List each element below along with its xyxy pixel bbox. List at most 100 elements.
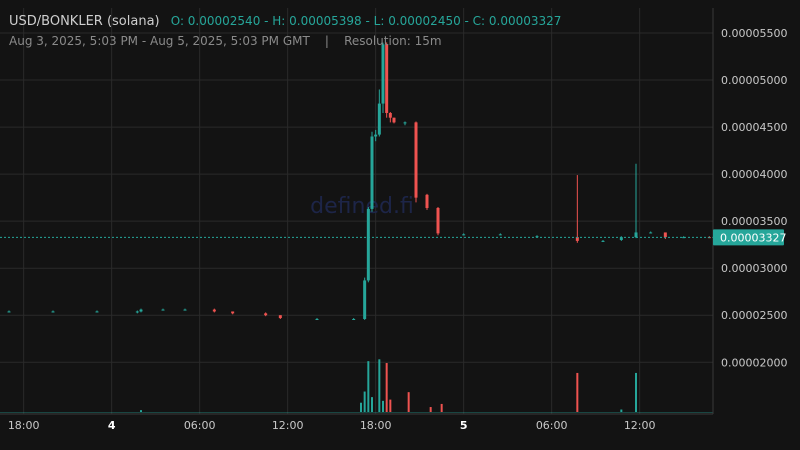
candle-body [436, 207, 440, 234]
candle [95, 310, 99, 313]
candle [535, 235, 539, 238]
candle-body [385, 44, 389, 113]
x-tick-label: 12:00 [624, 419, 656, 432]
candle [352, 318, 356, 320]
candle [462, 233, 466, 236]
candle-body [374, 134, 378, 137]
x-tick-label: 18:00 [8, 419, 40, 432]
volume-bar [389, 399, 392, 412]
date-range: Aug 3, 2025, 5:03 PM - Aug 5, 2025, 5:03… [9, 34, 310, 48]
y-tick-label: 0.00003000 [721, 262, 787, 275]
last-price-badge: 0.00003327 [713, 229, 786, 246]
candle-body [414, 122, 418, 198]
candle [7, 310, 11, 313]
candle [264, 312, 268, 317]
volume-bar [367, 361, 370, 412]
volume-bar [378, 359, 381, 412]
volume-bar [363, 391, 366, 412]
volume-bar [440, 403, 443, 412]
candle [663, 232, 667, 240]
candle-body [7, 311, 11, 313]
candle [403, 121, 407, 126]
candle [436, 207, 440, 236]
candle-body [392, 117, 396, 123]
candle [425, 193, 429, 210]
chart-header: USD/BONKLER (solana) O: 0.00002540 - H: … [9, 10, 561, 49]
candle-body [381, 44, 385, 104]
ohlc-values: O: 0.00002540 - H: 0.00005398 - L: 0.000… [171, 14, 562, 28]
candle [414, 121, 418, 203]
candle [231, 311, 235, 315]
volume-bar [429, 407, 432, 412]
candle-body [212, 309, 216, 312]
volume-bar [620, 409, 623, 412]
y-tick-label: 0.00002500 [721, 309, 787, 322]
candle-body [462, 234, 466, 236]
candle-body [498, 234, 502, 236]
candle [363, 277, 367, 320]
volume-bar [140, 410, 142, 412]
y-tick-label: 0.00002000 [721, 356, 787, 369]
header-line-2: Aug 3, 2025, 5:03 PM - Aug 5, 2025, 5:03… [9, 30, 442, 49]
candle-body [425, 194, 429, 208]
candle-body [634, 232, 638, 238]
candle-body [139, 309, 143, 312]
candle [682, 236, 686, 239]
x-tick-label: 12:00 [272, 419, 304, 432]
volume-bar [407, 392, 410, 412]
candle-body [135, 311, 139, 313]
x-axis: 18:00 4 06:00 12:00 18:00 5 06:00 12:00 [8, 419, 656, 432]
candle [161, 308, 165, 311]
candle [212, 308, 216, 313]
candle-body [649, 232, 653, 234]
last-price-value: 0.00003327 [720, 231, 786, 244]
grid [0, 8, 713, 414]
candle-body [363, 280, 367, 319]
volume-bar [385, 363, 388, 412]
watermark: defined.fi [310, 194, 414, 219]
candle-body [403, 122, 407, 124]
candle [278, 315, 282, 319]
candle-body [231, 311, 235, 314]
candle [498, 233, 502, 236]
candle [374, 129, 378, 142]
volume-bar [382, 400, 384, 412]
candle-body [264, 313, 268, 316]
x-tick-label: 06:00 [536, 419, 568, 432]
candle-body [315, 318, 319, 320]
x-tick-label: 06:00 [184, 419, 216, 432]
candle-body [95, 311, 99, 313]
candle [51, 310, 55, 313]
candle-body [575, 237, 579, 241]
pair-name: USD/BONKLER (solana) [9, 14, 160, 29]
y-tick-label: 0.00004500 [721, 121, 787, 134]
x-tick-label: 4 [108, 419, 116, 432]
header-line-1: USD/BONKLER (solana) O: 0.00002540 - H: … [9, 10, 561, 29]
candle-body [278, 315, 282, 319]
candle-body [619, 237, 623, 240]
candle [575, 175, 579, 243]
candle [385, 42, 389, 118]
header-separator: | [325, 34, 329, 48]
y-tick-label: 0.00005500 [721, 27, 787, 40]
candle [619, 236, 623, 241]
candle-body [682, 237, 686, 239]
resolution-label: Resolution: 15m [344, 34, 442, 48]
candlesticks [7, 42, 711, 320]
candle [139, 308, 143, 313]
y-tick-label: 0.00003500 [721, 215, 787, 228]
volume-bar [360, 402, 362, 412]
candle-body [601, 240, 605, 242]
volume-bar [635, 372, 637, 412]
candle [370, 131, 374, 212]
y-tick-label: 0.00004000 [721, 168, 787, 181]
candle-body [377, 103, 381, 135]
y-axis: 0.00002000 0.00002500 0.00003000 0.00003500… [721, 27, 787, 369]
candle [388, 112, 392, 123]
candle-body [161, 309, 165, 311]
candle-body [535, 236, 539, 238]
candle-body [663, 232, 667, 238]
candle-body [51, 311, 55, 313]
candle-body [388, 112, 392, 118]
